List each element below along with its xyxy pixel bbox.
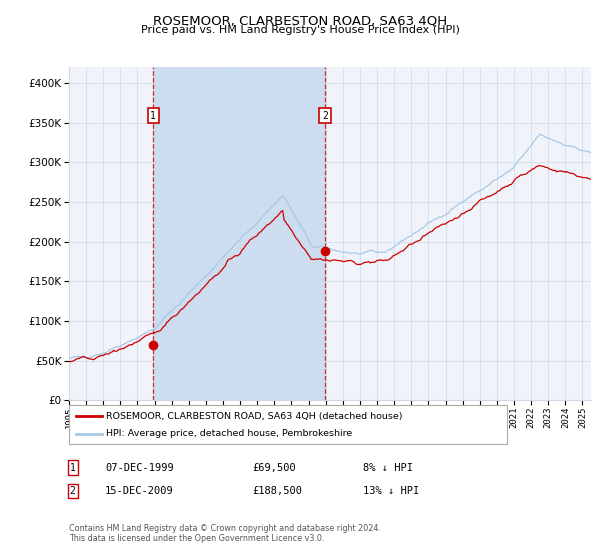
Text: Contains HM Land Registry data © Crown copyright and database right 2024.
This d: Contains HM Land Registry data © Crown c… [69,524,381,543]
Bar [153,67,325,400]
Text: 1: 1 [150,110,156,120]
Text: 15-DEC-2009: 15-DEC-2009 [105,486,174,496]
Text: 07-DEC-1999: 07-DEC-1999 [105,463,174,473]
Text: 2: 2 [322,110,328,120]
Text: HPI: Average price, detached house, Pembrokeshire: HPI: Average price, detached house, Pemb… [106,430,352,438]
Text: 8% ↓ HPI: 8% ↓ HPI [363,463,413,473]
Text: ROSEMOOR, CLARBESTON ROAD, SA63 4QH (detached house): ROSEMOOR, CLARBESTON ROAD, SA63 4QH (det… [106,412,403,421]
Text: Price paid vs. HM Land Registry's House Price Index (HPI): Price paid vs. HM Land Registry's House … [140,25,460,35]
Text: 1: 1 [70,463,76,473]
Text: ROSEMOOR, CLARBESTON ROAD, SA63 4QH: ROSEMOOR, CLARBESTON ROAD, SA63 4QH [153,14,447,27]
Text: 13% ↓ HPI: 13% ↓ HPI [363,486,419,496]
Text: £69,500: £69,500 [252,463,296,473]
Text: £188,500: £188,500 [252,486,302,496]
Text: 2: 2 [70,486,76,496]
